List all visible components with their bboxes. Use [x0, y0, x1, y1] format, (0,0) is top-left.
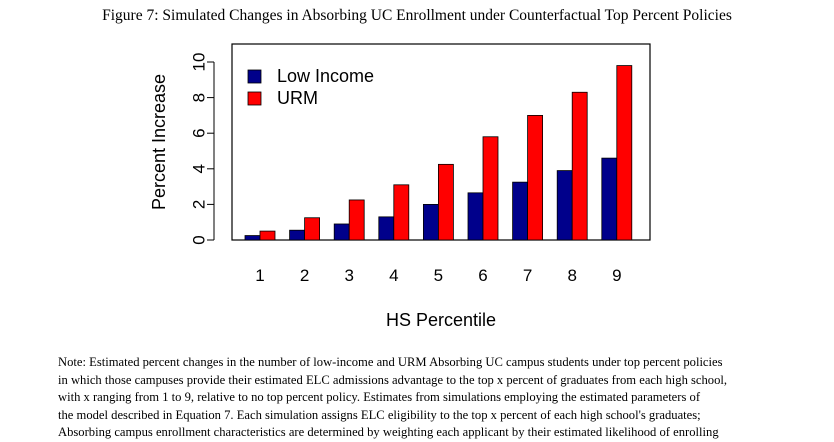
bar-urm: [571, 91, 588, 241]
bar-low-income: [333, 223, 350, 241]
x-tick-label: 2: [300, 266, 309, 285]
note-line: in which those campuses provide their es…: [58, 372, 728, 387]
legend-label: Low Income: [277, 66, 374, 86]
bar-urm: [482, 136, 499, 241]
bar-low-income: [422, 203, 439, 241]
bar-low-income: [556, 170, 573, 241]
x-tick-label: 4: [389, 266, 398, 285]
bar-low-income: [289, 229, 306, 241]
y-tick-label: 10: [189, 53, 208, 72]
x-tick-label: 5: [434, 266, 443, 285]
y-axis-title: Percent Increase: [149, 74, 169, 210]
bar-urm: [616, 65, 633, 241]
bar-urm: [527, 115, 544, 241]
x-tick-label: 6: [478, 266, 487, 285]
bar-low-income: [512, 181, 529, 241]
x-tick-label: 8: [567, 266, 576, 285]
bar-urm: [437, 163, 454, 241]
y-tick-label: 2: [189, 200, 208, 209]
figure-note: Note: Estimated percent changes in the n…: [58, 354, 779, 442]
x-tick-label: 9: [612, 266, 621, 285]
figure-title: Figure 7: Simulated Changes in Absorbing…: [102, 7, 732, 24]
y-tick-label: 6: [189, 128, 208, 137]
bar-urm: [393, 184, 410, 241]
note-line: the model described in Equation 7. Each …: [58, 407, 701, 422]
note-line: with x ranging from 1 to 9, relative to …: [58, 390, 701, 405]
x-tick-label: 1: [255, 266, 264, 285]
x-tick-label: 3: [344, 266, 353, 285]
x-axis-title: HS Percentile: [386, 310, 496, 330]
x-tick-label: 7: [523, 266, 532, 285]
y-tick-label: 0: [189, 235, 208, 244]
bar-urm: [304, 217, 321, 241]
note-line: Absorbing campus enrollment characterist…: [58, 425, 719, 440]
legend-swatch: [247, 69, 262, 84]
legend-swatch: [247, 91, 262, 106]
bar-low-income: [467, 192, 484, 241]
bar-urm: [348, 199, 365, 241]
y-tick-label: 4: [189, 164, 208, 173]
bar-low-income: [378, 216, 395, 241]
legend-label: URM: [277, 88, 318, 108]
bar-low-income: [244, 235, 261, 241]
bar-low-income: [601, 157, 618, 241]
bar-urm: [259, 230, 276, 241]
note-line: Note: Estimated percent changes in the n…: [58, 355, 723, 369]
bar-chart: 1 2 3 4 5 6 7 8 9 0 2 4 6 8 10 Percent Increase HS Perce…: [149, 43, 651, 330]
y-tick-label: 8: [189, 93, 208, 102]
